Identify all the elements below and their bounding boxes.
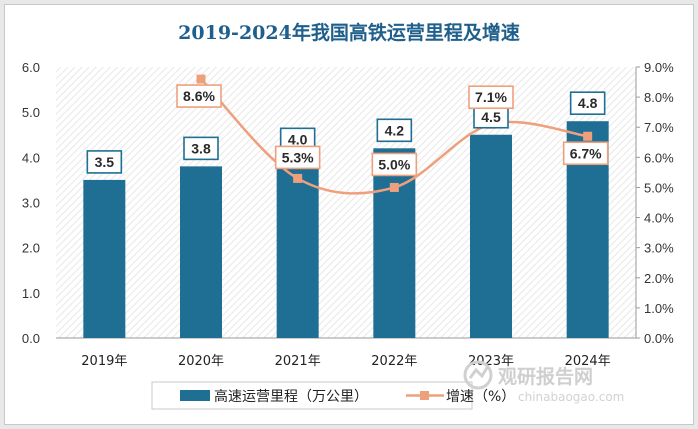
- legend-swatch-bar: [180, 390, 210, 401]
- y-right-tick-label: 9.0%: [644, 60, 674, 75]
- bar-data-label-box: [86, 150, 123, 174]
- y-right-tick-label: 4.0%: [644, 211, 674, 226]
- bar-data-label: 4.2: [385, 122, 405, 138]
- x-tick-label: 2022年: [371, 354, 417, 369]
- watermark: 观研报告网 chinabaogao.com: [463, 360, 624, 404]
- watermark-logo-icon: [463, 360, 493, 390]
- y-right-tick-label: 5.0%: [644, 180, 674, 195]
- bar-data-label: 4.0: [288, 131, 308, 147]
- y-right-tick-label: 8.0%: [644, 90, 674, 105]
- bar: [373, 148, 416, 338]
- bar-data-label-group: 4.2: [376, 118, 413, 143]
- legend-swatch-marker: [420, 391, 429, 400]
- bar-data-label-group: 4.8: [569, 91, 606, 115]
- bar-data-label-group: 4.0: [279, 127, 316, 152]
- line-data-label-box: [562, 141, 609, 166]
- y-left-tick-label: 1.0: [22, 286, 40, 301]
- plot-area: [56, 67, 636, 338]
- legend-label-line: 增速（%）: [446, 389, 515, 405]
- y-left-tick-label: 4.0: [22, 150, 40, 165]
- bar-data-label-box: [183, 136, 219, 161]
- y-right-tick-label: 3.0%: [644, 241, 674, 256]
- watermark-text: 观研报告网: [498, 365, 593, 388]
- line-point: [293, 173, 303, 183]
- line-data-label: 5.0%: [378, 156, 410, 172]
- line-data-label-box: [371, 152, 418, 177]
- bar-data-label-group: 3.5: [86, 150, 123, 174]
- x-tick-label: 2020年: [178, 354, 224, 369]
- chart-title: 2019-2024年我国高铁运营里程及增速: [178, 22, 520, 44]
- line-data-label-box: [176, 84, 222, 108]
- y-left-tick-label: 3.0: [22, 196, 40, 211]
- line-data-label-group: 7.1%: [468, 85, 514, 110]
- bar-data-label: 4.8: [578, 95, 598, 111]
- bar: [276, 157, 319, 338]
- y-right-tick-label: 7.0%: [644, 120, 674, 135]
- line-point: [583, 131, 593, 141]
- x-tick-label: 2019年: [81, 354, 127, 369]
- bar-data-label: 3.8: [191, 140, 211, 156]
- watermark-url: chinabaogao.com: [518, 390, 624, 404]
- line-data-label-group: 6.7%: [562, 141, 609, 166]
- bar: [83, 179, 126, 338]
- bar-data-label: 4.5: [481, 109, 501, 125]
- y-right-tick-label: 2.0%: [644, 271, 674, 286]
- y-right-tick-label: 0.0%: [644, 331, 674, 346]
- line-data-label: 8.6%: [183, 88, 215, 104]
- line-data-label: 6.7%: [570, 145, 602, 161]
- legend-label-bar: 高速运营里程（万公里）: [214, 388, 368, 405]
- x-tick-label: 2023年: [468, 354, 514, 369]
- line-data-label-group: 5.0%: [371, 152, 418, 177]
- watermark-logo-mark: [468, 365, 490, 379]
- x-tick-label: 2024年: [565, 354, 611, 369]
- y-left-tick-label: 5.0: [22, 105, 40, 120]
- line-data-label-group: 8.6%: [176, 84, 222, 108]
- y-right-tick-label: 6.0%: [644, 150, 674, 165]
- line-data-label-group: 5.3%: [274, 145, 321, 170]
- y-left-tick-label: 0.0: [22, 331, 40, 346]
- bar: [180, 166, 222, 338]
- bar-data-label-group: 3.8: [183, 136, 219, 161]
- line-data-label-box: [274, 145, 321, 170]
- y-right-tick-label: 1.0%: [644, 301, 674, 316]
- line-point: [196, 74, 206, 84]
- bar-data-label: 3.5: [95, 154, 115, 170]
- line-data-label: 5.3%: [282, 149, 314, 165]
- x-tick-label: 2021年: [275, 354, 321, 369]
- line-data-label: 7.1%: [475, 89, 507, 105]
- line-point: [389, 182, 399, 192]
- bar-data-label-box: [376, 118, 413, 143]
- bar-data-label-group: 4.5: [473, 104, 509, 129]
- y-left-tick-label: 6.0: [22, 60, 40, 75]
- bar: [470, 134, 512, 338]
- line-data-label-box: [468, 85, 514, 110]
- bar-data-label-box: [569, 91, 606, 115]
- y-left-tick-label: 2.0: [22, 241, 40, 256]
